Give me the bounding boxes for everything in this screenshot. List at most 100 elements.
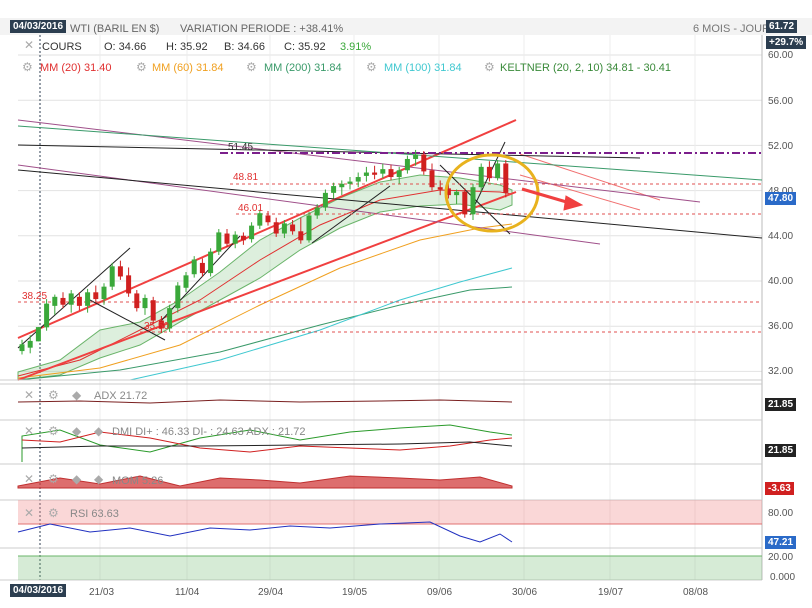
- last-price-badge: 61.72: [766, 20, 798, 33]
- close-icon[interactable]: ✕: [24, 388, 35, 402]
- legend-mm20[interactable]: MM (20) 31.40: [40, 62, 112, 74]
- candle-body: [76, 296, 82, 306]
- diamond-icon[interactable]: ◆: [94, 472, 104, 486]
- gear-icon[interactable]: ⚙: [48, 388, 59, 402]
- resistance-line: [17, 144, 641, 159]
- x-tick: 29/04: [258, 587, 284, 598]
- level-label-38-25: 38.25: [22, 291, 48, 302]
- candle-body: [429, 170, 435, 188]
- rsi-tick-20: 20.00: [768, 552, 794, 563]
- quote-close: C: 35.92: [284, 41, 326, 53]
- candle-body: [355, 177, 361, 182]
- candle-body: [421, 154, 427, 172]
- diamond-icon[interactable]: ◆: [72, 472, 82, 486]
- forecast-arrow: [521, 187, 571, 205]
- diamond-icon[interactable]: ◆: [72, 424, 82, 438]
- candle-body: [191, 259, 197, 275]
- current-price-badge: 47.80: [765, 192, 797, 205]
- dmi-plus-line: [21, 424, 513, 462]
- candle-body: [19, 344, 25, 352]
- candle-body: [232, 234, 238, 244]
- diamond-icon[interactable]: ◆: [94, 424, 104, 438]
- candle-body: [298, 231, 304, 241]
- mom-value-badge: -3.63: [765, 482, 794, 495]
- candle-body: [208, 251, 214, 274]
- diamond-icon[interactable]: ◆: [72, 388, 82, 402]
- y-tick: 52.00: [768, 141, 794, 152]
- candle-body: [470, 187, 476, 215]
- candle-body: [347, 181, 353, 184]
- rsi-value-badge: 47.21: [765, 536, 797, 549]
- legend-mm200[interactable]: MM (200) 31.84: [264, 62, 342, 74]
- trend-line-black: [17, 169, 763, 239]
- gear-icon[interactable]: ⚙: [136, 60, 147, 74]
- gear-icon[interactable]: ⚙: [366, 60, 377, 74]
- gear-icon[interactable]: ⚙: [22, 60, 33, 74]
- mom-label: MOM 5.26: [112, 475, 164, 487]
- y-tick: 32.00: [768, 366, 794, 377]
- candle-body: [224, 233, 230, 244]
- y-tick: 36.00: [768, 321, 794, 332]
- quote-low: B: 34.66: [224, 41, 265, 53]
- close-icon[interactable]: ✕: [24, 506, 35, 520]
- quote-high: H: 35.92: [166, 41, 208, 53]
- y-tick: 44.00: [768, 231, 794, 242]
- candle-body: [396, 170, 402, 178]
- level-label-51-45: 51.45: [228, 142, 254, 153]
- dmi-label: DMI DI+ : 46.33 DI- : 24.63 ADX : 21.72: [112, 426, 306, 438]
- candle-body: [462, 191, 468, 215]
- candle-body: [150, 300, 156, 321]
- header-bar: [0, 18, 812, 35]
- period-label[interactable]: 6 MOIS - JOUR: [693, 23, 771, 35]
- candle-body: [413, 154, 419, 159]
- candle-body: [363, 172, 369, 176]
- trend-line-short: [89, 299, 166, 341]
- gear-icon[interactable]: ⚙: [246, 60, 257, 74]
- y-tick: 40.00: [768, 276, 794, 287]
- candle-body: [380, 169, 386, 174]
- gear-icon[interactable]: ⚙: [48, 506, 59, 520]
- candle-body: [158, 320, 164, 329]
- candle-body: [199, 262, 205, 274]
- candle-body: [281, 223, 287, 234]
- candle-body: [27, 340, 33, 348]
- channel-upper-extension: [519, 153, 661, 201]
- candle-body: [339, 183, 345, 188]
- close-icon[interactable]: ✕: [24, 424, 35, 438]
- gear-icon[interactable]: ⚙: [48, 424, 59, 438]
- candle-body: [60, 297, 66, 305]
- variation-label: VARIATION PERIODE : +38.41%: [180, 23, 344, 35]
- adx-label: ADX 21.72: [94, 390, 148, 402]
- candle-body: [240, 235, 246, 241]
- candle-body: [314, 207, 320, 216]
- candle-body: [306, 215, 312, 241]
- rsi-oversold-zone: [18, 556, 762, 580]
- trend-line-short: [159, 235, 241, 323]
- close-icon[interactable]: ✕: [24, 38, 35, 52]
- quote-open: O: 34.66: [104, 41, 147, 53]
- candle-body: [93, 292, 99, 300]
- close-icon[interactable]: ✕: [24, 472, 35, 486]
- legend-keltner[interactable]: KELTNER (20, 2, 10) 34.81 - 30.41: [500, 62, 671, 74]
- legend-mm100[interactable]: MM (100) 31.84: [384, 62, 462, 74]
- adx-value-badge: 21.85: [765, 398, 797, 411]
- level-label-46-01: 46.01: [238, 203, 264, 214]
- adx-line: [17, 399, 513, 404]
- candle-body: [322, 192, 328, 208]
- channel-lower: [17, 191, 517, 381]
- trend-line-purple: [17, 119, 701, 203]
- rsi-tick-80: 80.00: [768, 508, 794, 519]
- quote-change: 3.91%: [340, 41, 372, 53]
- candle-body: [478, 166, 484, 188]
- candle-body: [495, 163, 501, 179]
- legend-mm60[interactable]: MM (60) 31.84: [152, 62, 224, 74]
- gear-icon[interactable]: ⚙: [484, 60, 495, 74]
- x-tick: 08/08: [683, 587, 709, 598]
- price-panel: [18, 35, 762, 380]
- dmi-minus-line: [21, 431, 513, 453]
- gear-icon[interactable]: ⚙: [48, 472, 59, 486]
- candle-body: [44, 303, 50, 328]
- candle-body: [290, 224, 296, 232]
- dmi-value-badge: 21.85: [765, 444, 797, 457]
